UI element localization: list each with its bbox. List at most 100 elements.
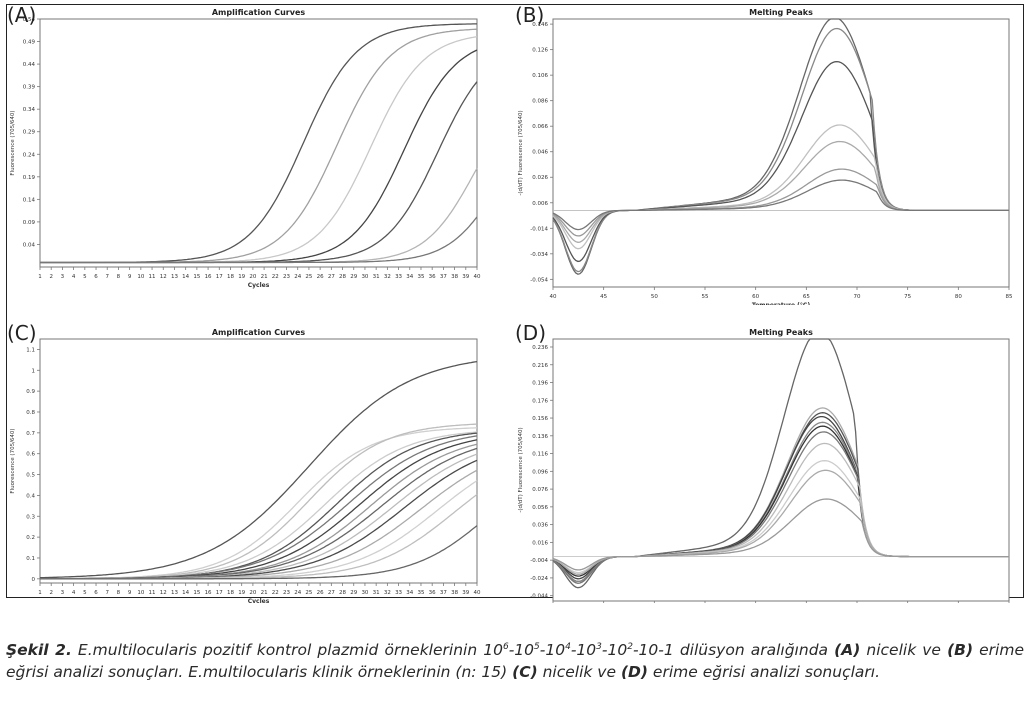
panel-a: Amplification Curves 0.54 0.49 0.44 0.39 0.34… bbox=[7, 3, 515, 305]
x-axis-label: Cycles bbox=[248, 282, 270, 289]
x-tick-label: 24 bbox=[294, 590, 301, 596]
x-tick-label: 9 bbox=[128, 590, 132, 596]
x-tick-label: 20 bbox=[249, 274, 256, 280]
x-tick-label: 34 bbox=[406, 590, 413, 596]
panel-label-c: (C) bbox=[7, 321, 37, 345]
y-tick-label: 0.046 bbox=[532, 150, 548, 156]
y-tick-label: 0.5 bbox=[26, 473, 35, 479]
x-tick-label: 80 bbox=[955, 294, 962, 300]
chart-title: Amplification Curves bbox=[212, 328, 306, 337]
y-tick-label: 0.1 bbox=[26, 556, 35, 562]
chart-title: Melting Peaks bbox=[749, 328, 813, 337]
y-tick-label: 0 bbox=[32, 577, 36, 583]
y-tick-label: 0.236 bbox=[532, 345, 548, 351]
x-tick-label: 2 bbox=[49, 274, 53, 280]
x-tick-label: 36 bbox=[429, 274, 436, 280]
x-tick-label: 15 bbox=[193, 274, 200, 280]
panel-label-a: (A) bbox=[7, 3, 37, 27]
figure: Amplification Curves 0.54 0.49 0.44 0.39 0.34… bbox=[6, 3, 1024, 603]
caption-text: -10 bbox=[539, 641, 566, 660]
chart-title: Melting Peaks bbox=[749, 8, 813, 17]
y-tick-label: -0.044 bbox=[530, 594, 548, 600]
x-tick-label: 21 bbox=[261, 590, 268, 596]
y-tick-label: 0.2 bbox=[26, 535, 35, 541]
caption-sup: 3 bbox=[596, 642, 602, 652]
x-tick-label: 1 bbox=[38, 590, 42, 596]
x-tick-label: 11 bbox=[149, 274, 156, 280]
melting-chart-d: Melting Peaks 0.236 0.216 0.196 0.176 0.156 0.… bbox=[518, 328, 1010, 603]
x-tick-label: 4 bbox=[72, 590, 76, 596]
y-tick-label: 0.34 bbox=[23, 107, 36, 113]
y-axis-label: -(d/dT) Fluorescence (705/640) bbox=[518, 110, 524, 195]
x-tick-label: 23 bbox=[283, 590, 290, 596]
caption-text: nicelik ve bbox=[537, 663, 621, 682]
x-tick-label: 7 bbox=[105, 274, 109, 280]
caption-ref-d: (D) bbox=[620, 663, 648, 682]
x-tick-label: 45 bbox=[600, 294, 607, 300]
amplification-chart-a: Amplification Curves 0.54 0.49 0.44 0.39 0.34… bbox=[10, 8, 481, 289]
x-tick-label: 18 bbox=[227, 274, 234, 280]
y-tick-label: 0.24 bbox=[23, 152, 36, 158]
y-tick-label: 0.086 bbox=[532, 99, 548, 105]
x-tick-label: 27 bbox=[328, 590, 335, 596]
caption-sup: 2 bbox=[627, 642, 633, 652]
x-tick-label: 14 bbox=[182, 590, 189, 596]
caption-sup: 6 bbox=[502, 642, 509, 652]
series-line bbox=[39, 360, 478, 579]
y-tick-label: 0.04 bbox=[23, 242, 36, 248]
y-tick-label: 0.066 bbox=[532, 124, 548, 130]
y-tick-label: -0.004 bbox=[530, 558, 548, 564]
x-tick-label: 6 bbox=[94, 590, 98, 596]
x-tick-label: 14 bbox=[182, 274, 189, 280]
series-line bbox=[552, 498, 1009, 571]
y-tick-label: 0.146 bbox=[532, 22, 548, 28]
x-tick-label: 33 bbox=[395, 590, 402, 596]
panel-label-b: (B) bbox=[515, 3, 545, 27]
caption-text: -10-1 dilüsyon aralığında bbox=[632, 641, 835, 660]
x-axis-label: Temperature (°C) bbox=[752, 302, 810, 305]
y-tick-label: -0.014 bbox=[530, 226, 548, 232]
y-tick-label: 0.126 bbox=[532, 48, 548, 54]
plot-frame bbox=[39, 18, 478, 268]
x-tick-label: 25 bbox=[305, 274, 312, 280]
x-tick-label: 35 bbox=[417, 590, 424, 596]
x-tick-label: 50 bbox=[651, 294, 658, 300]
x-tick-label: 75 bbox=[904, 294, 911, 300]
x-tick-label: 35 bbox=[417, 274, 424, 280]
plot-frame bbox=[552, 18, 1010, 288]
caption-label: Şekil 2. bbox=[6, 641, 72, 660]
y-tick-label: 0.8 bbox=[26, 410, 35, 416]
y-axis-label: Fluorescence (705/640) bbox=[10, 110, 16, 175]
caption-text: erime eğrisi analizi sonuçları. bbox=[648, 663, 881, 682]
x-tick-label: 65 bbox=[803, 294, 810, 300]
x-tick-label: 5 bbox=[83, 274, 87, 280]
y-tick-label: 1 bbox=[32, 368, 36, 374]
y-tick-label: 0.4 bbox=[26, 493, 35, 499]
x-tick-label: 31 bbox=[373, 274, 380, 280]
x-tick-label: 55 bbox=[702, 294, 709, 300]
y-tick-label: 0.116 bbox=[532, 452, 548, 458]
y-tick-label: 0.136 bbox=[532, 434, 548, 440]
y-tick-label: 0.096 bbox=[532, 469, 548, 475]
x-tick-label: 4 bbox=[72, 274, 76, 280]
x-tick-label: 23 bbox=[283, 274, 290, 280]
y-tick-label: 0.14 bbox=[23, 197, 36, 203]
y-tick-label: -0.034 bbox=[530, 252, 548, 258]
x-tick-label: 13 bbox=[171, 274, 178, 280]
x-tick-label: 30 bbox=[361, 274, 368, 280]
x-tick-label: 8 bbox=[117, 590, 121, 596]
caption-text: -10 bbox=[601, 641, 628, 660]
y-tick-label: 0.3 bbox=[26, 514, 35, 520]
y-tick-label: 0.44 bbox=[23, 62, 36, 68]
y-tick-label: 0.196 bbox=[532, 381, 548, 387]
x-tick-label: 32 bbox=[384, 274, 391, 280]
x-tick-label: 16 bbox=[205, 274, 212, 280]
panel-b: Melting Peaks 0.146 0.126 0.106 0.086 0.066 0.… bbox=[515, 3, 1023, 305]
x-tick-label: 16 bbox=[205, 590, 212, 596]
x-axis-label: Cycles bbox=[248, 598, 270, 603]
x-tick-label: 17 bbox=[216, 274, 223, 280]
x-tick-label: 27 bbox=[328, 274, 335, 280]
x-tick-label: 37 bbox=[440, 590, 447, 596]
y-tick-label: 0.9 bbox=[26, 389, 35, 395]
x-tick-label: 31 bbox=[373, 590, 380, 596]
